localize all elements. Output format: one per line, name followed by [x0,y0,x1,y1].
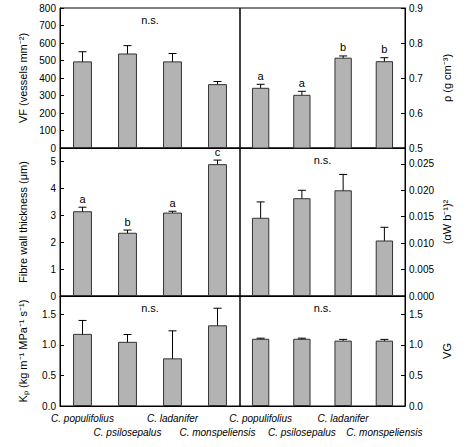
svg-text:Fibre wall thickness (μm): Fibre wall thickness (μm) [17,161,29,283]
svg-text:n.s.: n.s. [314,154,332,166]
svg-text:C. monspeliensis: C. monspeliensis [346,427,422,438]
svg-text:C. psilosepalus: C. psilosepalus [268,427,336,438]
svg-text:0.015: 0.015 [409,211,434,222]
svg-text:0.5: 0.5 [42,370,56,381]
svg-text:0.020: 0.020 [409,185,434,196]
svg-text:0.025: 0.025 [409,158,434,169]
svg-text:C. populifolius: C. populifolius [51,413,114,424]
svg-text:n.s.: n.s. [141,14,159,26]
svg-text:1.5: 1.5 [409,309,423,320]
svg-text:a: a [258,70,265,82]
svg-text:VF (vessels mm⁻²): VF (vessels mm⁻²) [17,33,29,123]
svg-text:VG: VG [441,343,453,359]
svg-text:(αW b⁻¹)²: (αW b⁻¹)² [441,199,453,244]
svg-text:n.s.: n.s. [141,302,159,314]
svg-text:C. ladanifer: C. ladanifer [147,413,199,424]
svg-text:1: 1 [50,264,56,275]
svg-text:0.6: 0.6 [409,108,423,119]
svg-text:100: 100 [39,125,56,136]
svg-text:a: a [169,197,176,209]
svg-text:0: 0 [50,143,56,154]
svg-text:300: 300 [39,90,56,101]
svg-text:0.8: 0.8 [409,38,423,49]
svg-text:0: 0 [50,291,56,302]
svg-text:b: b [124,216,130,228]
svg-text:C. ladanifer: C. ladanifer [318,413,370,424]
svg-text:a: a [79,193,86,205]
svg-text:0.9: 0.9 [409,3,423,14]
svg-text:500: 500 [39,55,56,66]
svg-text:Kₚ (kg m⁻¹ MPa⁻¹ s⁻¹): Kₚ (kg m⁻¹ MPa⁻¹ s⁻¹) [17,300,30,403]
svg-text:600: 600 [39,38,56,49]
svg-text:3: 3 [50,210,56,221]
svg-text:C. monspeliensis: C. monspeliensis [179,427,255,438]
svg-text:2: 2 [50,237,56,248]
svg-text:ρ (g cm⁻³): ρ (g cm⁻³) [441,54,453,102]
svg-text:1.0: 1.0 [42,339,56,350]
svg-text:a: a [299,77,306,89]
svg-text:n.s.: n.s. [314,302,332,314]
svg-text:C. populifolius: C. populifolius [229,413,292,424]
svg-text:c: c [214,145,221,158]
svg-text:0.0: 0.0 [42,401,56,412]
svg-text:C. psilosepalus: C. psilosepalus [94,427,162,438]
svg-text:400: 400 [39,73,56,84]
svg-text:0.0: 0.0 [409,401,423,412]
svg-text:800: 800 [39,3,56,14]
svg-text:b: b [381,43,387,55]
svg-text:0.7: 0.7 [409,73,423,84]
svg-text:0.5: 0.5 [409,143,423,154]
svg-text:1.0: 1.0 [409,339,423,350]
svg-text:700: 700 [39,20,56,31]
svg-text:200: 200 [39,108,56,119]
svg-text:1.5: 1.5 [42,309,56,320]
svg-text:0.005: 0.005 [409,264,434,275]
svg-text:4: 4 [50,183,56,194]
svg-text:b: b [340,41,346,53]
svg-text:0.000: 0.000 [409,291,434,302]
svg-text:5: 5 [50,156,56,167]
svg-text:0.5: 0.5 [409,370,423,381]
svg-text:0.010: 0.010 [409,238,434,249]
